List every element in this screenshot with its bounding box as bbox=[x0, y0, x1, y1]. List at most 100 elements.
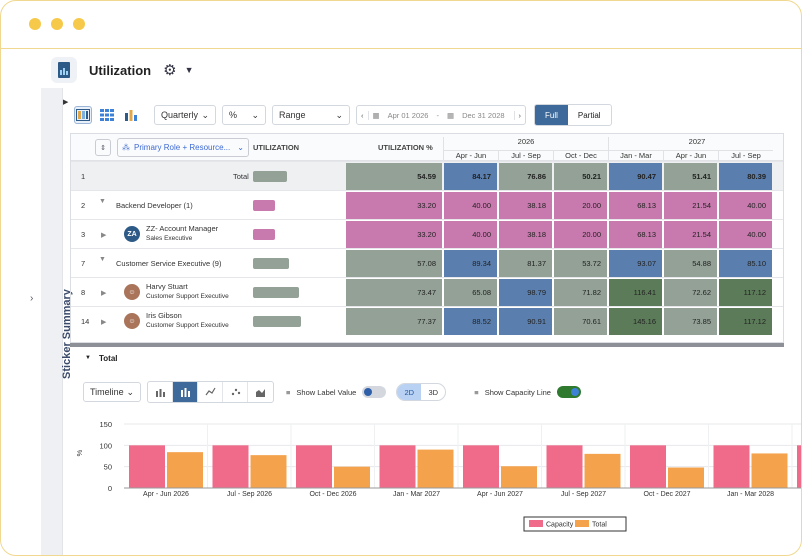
window-dot-icon[interactable] bbox=[73, 18, 85, 30]
col-utilization-pct[interactable]: UTILIZATION % bbox=[378, 143, 433, 152]
show-capacity-toggle[interactable] bbox=[556, 386, 581, 398]
quarter-cell[interactable]: 21.54 bbox=[664, 221, 717, 248]
table-row[interactable]: 3 ▶ ZA ZZ- Account Manager Sales Executive 33… bbox=[71, 219, 783, 248]
collapse-total-icon[interactable]: ▼ bbox=[85, 355, 91, 361]
gear-icon[interactable]: ⚙ bbox=[163, 62, 177, 79]
quarter-cell[interactable]: 117.12 bbox=[719, 308, 772, 335]
period-value: Quarterly bbox=[161, 110, 199, 120]
chart-view-icon[interactable] bbox=[122, 106, 140, 124]
quarter-cell[interactable]: 71.82 bbox=[554, 279, 607, 306]
table-row[interactable]: 8 ▶ ☺ Harvy Stuart Customer Support Executiv… bbox=[71, 277, 783, 306]
quarter-cell[interactable]: 65.08 bbox=[444, 279, 497, 306]
quarter-cell[interactable]: 70.61 bbox=[554, 308, 607, 335]
quarter-cell[interactable]: 117.12 bbox=[719, 279, 772, 306]
card-view-icon[interactable] bbox=[74, 106, 92, 124]
window-dot-icon[interactable] bbox=[29, 18, 41, 30]
quarter-cell[interactable]: 76.86 bbox=[499, 163, 552, 190]
table-row[interactable]: 7 ▼ Customer Service Executive (9) 57.08 89.… bbox=[71, 248, 783, 277]
quarter-cell[interactable]: 145.16 bbox=[609, 308, 662, 335]
quarter-cell[interactable]: 98.79 bbox=[499, 279, 552, 306]
quarter-header[interactable]: Jul - Sep bbox=[718, 150, 773, 161]
utilization-pct-cell[interactable]: 33.20 bbox=[346, 221, 442, 248]
quarter-cell[interactable]: 54.88 bbox=[664, 250, 717, 277]
quarter-cell[interactable]: 85.10 bbox=[719, 250, 772, 277]
date-end[interactable]: Dec 31 2028 bbox=[462, 110, 505, 120]
collapsed-arrow-icon[interactable]: ▶ bbox=[101, 319, 107, 326]
table-row[interactable]: 1 Total 54.59 84.17 76.86 50.21 90.47 51.41 80.3… bbox=[71, 161, 783, 190]
quarter-header[interactable]: Apr - Jun bbox=[443, 150, 498, 161]
quarter-cell[interactable]: 21.54 bbox=[664, 192, 717, 219]
line-chart-icon[interactable] bbox=[198, 382, 223, 402]
quarter-cell[interactable]: 81.37 bbox=[499, 250, 552, 277]
grouping-select[interactable]: ⁂ Primary Role + Resource... ⌄ bbox=[117, 138, 249, 157]
quarter-cell[interactable]: 68.13 bbox=[609, 221, 662, 248]
quarter-cell[interactable]: 73.85 bbox=[664, 308, 717, 335]
grid-view-icon[interactable] bbox=[98, 106, 116, 124]
table-row[interactable]: 2 ▼ Backend Developer (1) 33.20 40.00 38.18 20… bbox=[71, 190, 783, 219]
window-dot-icon[interactable] bbox=[51, 18, 63, 30]
expanded-arrow-icon[interactable]: ▼ bbox=[99, 198, 106, 205]
quarter-cell[interactable]: 90.47 bbox=[609, 163, 662, 190]
sticker-summary-sidebar[interactable]: Sticker Summary bbox=[41, 88, 73, 555]
quarter-cell[interactable]: 20.00 bbox=[554, 221, 607, 248]
quarter-cell[interactable]: 72.62 bbox=[664, 279, 717, 306]
collapsed-arrow-icon[interactable]: ▶ bbox=[101, 232, 107, 239]
utilization-pct-cell[interactable]: 73.47 bbox=[346, 279, 442, 306]
quarter-header[interactable]: Jan - Mar bbox=[608, 150, 663, 161]
utilization-pct-cell[interactable]: 77.37 bbox=[346, 308, 442, 335]
collapse-arrow-icon[interactable]: ▶ bbox=[63, 99, 69, 106]
show-label-toggle[interactable] bbox=[362, 386, 387, 398]
chevron-down-icon[interactable]: ▼ bbox=[184, 65, 194, 75]
quarter-cell[interactable]: 38.18 bbox=[499, 221, 552, 248]
utilization-pct-cell[interactable]: 54.59 bbox=[346, 163, 442, 190]
unit-select[interactable]: % ⌄ bbox=[222, 105, 266, 125]
table-row[interactable]: 14 ▶ ☺ Iris Gibson Customer Support Executiv… bbox=[71, 306, 783, 335]
quarter-header[interactable]: Apr - Jun bbox=[663, 150, 718, 161]
quarter-cell[interactable]: 84.17 bbox=[444, 163, 497, 190]
bar-chart-icon[interactable] bbox=[148, 382, 173, 402]
grouped-bar-icon[interactable] bbox=[173, 382, 198, 402]
range-select[interactable]: Range ⌄ bbox=[272, 105, 350, 125]
grid-splitter[interactable] bbox=[70, 343, 784, 347]
3d-button[interactable]: 3D bbox=[428, 387, 439, 397]
quarter-cell[interactable]: 116.41 bbox=[609, 279, 662, 306]
col-utilization[interactable]: UTILIZATION bbox=[253, 143, 300, 152]
full-button[interactable]: Full bbox=[535, 105, 568, 125]
2d-button[interactable]: 2D bbox=[397, 384, 422, 400]
chevron-right-icon[interactable]: › bbox=[30, 293, 34, 304]
sort-toggle-icon[interactable]: ⇕ bbox=[95, 139, 111, 156]
total-bar bbox=[167, 452, 203, 488]
date-start[interactable]: Apr 01 2026 bbox=[387, 110, 429, 120]
collapsed-arrow-icon[interactable]: ▶ bbox=[101, 290, 107, 297]
quarter-cell[interactable]: 51.41 bbox=[664, 163, 717, 190]
period-select[interactable]: Quarterly ⌄ bbox=[154, 105, 216, 125]
quarter-header[interactable]: Oct - Dec bbox=[553, 150, 608, 161]
quarter-cell[interactable]: 20.00 bbox=[554, 192, 607, 219]
scatter-chart-icon[interactable] bbox=[223, 382, 248, 402]
row-number: 7 bbox=[81, 259, 86, 268]
quarter-cell[interactable]: 89.34 bbox=[444, 250, 497, 277]
quarter-cell[interactable]: 88.52 bbox=[444, 308, 497, 335]
quarter-cell[interactable]: 53.72 bbox=[554, 250, 607, 277]
quarter-cell[interactable]: 50.21 bbox=[554, 163, 607, 190]
expanded-arrow-icon[interactable]: ▼ bbox=[99, 256, 106, 263]
quarter-cell[interactable]: 68.13 bbox=[609, 192, 662, 219]
capacity-bar bbox=[212, 445, 249, 488]
quarter-cell[interactable]: 93.07 bbox=[609, 250, 662, 277]
quarter-cell[interactable]: 40.00 bbox=[719, 221, 772, 248]
quarter-cell[interactable]: 80.39 bbox=[719, 163, 772, 190]
utilization-pct-cell[interactable]: 57.08 bbox=[346, 250, 442, 277]
quarter-header[interactable]: Jul - Sep bbox=[498, 150, 553, 161]
prev-period-icon[interactable]: ‹ bbox=[357, 110, 369, 120]
quarter-cell[interactable]: 40.00 bbox=[719, 192, 772, 219]
partial-button[interactable]: Partial bbox=[577, 110, 601, 120]
timeline-select[interactable]: Timeline ⌄ bbox=[83, 382, 141, 402]
utilization-pct-cell[interactable]: 33.20 bbox=[346, 192, 442, 219]
date-range-picker[interactable]: ‹ ▦ Apr 01 2026 - ▦ Dec 31 2028 › bbox=[356, 105, 526, 125]
next-period-icon[interactable]: › bbox=[513, 110, 526, 120]
quarter-cell[interactable]: 40.00 bbox=[444, 192, 497, 219]
area-chart-icon[interactable] bbox=[248, 382, 273, 402]
quarter-cell[interactable]: 40.00 bbox=[444, 221, 497, 248]
quarter-cell[interactable]: 90.91 bbox=[499, 308, 552, 335]
quarter-cell[interactable]: 38.18 bbox=[499, 192, 552, 219]
